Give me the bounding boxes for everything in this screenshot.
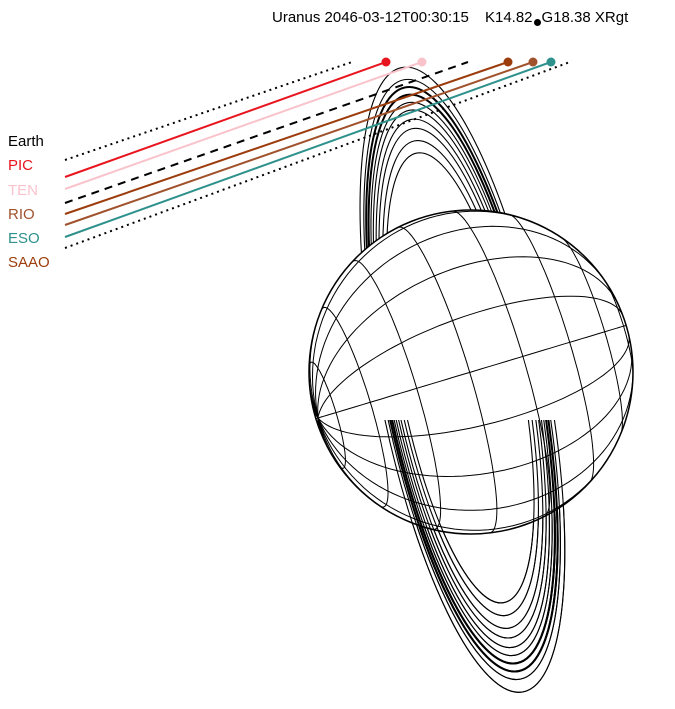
track-endpoint-eso [546,57,556,67]
legend-eso: ESO [8,230,40,248]
track-endpoint-rio [528,57,538,67]
parallel-3 [509,214,595,483]
track-endpoint-pic [381,57,391,67]
ring-front-4 [375,420,547,639]
ring-front-5 [372,420,550,649]
meridian-5 [317,417,619,531]
ring-front-1 [386,420,535,604]
parallel-2 [561,237,623,435]
meridian-16 [315,225,609,419]
meridian-8 [317,417,324,440]
track-pic-2 [64,61,387,178]
event-datetime: 2046-03-12T00:30:15 [324,9,469,26]
legend: Earth PIC TEN RIO ESO SAAO [8,130,50,276]
track-eso-7 [64,61,552,238]
meridian-18 [317,295,624,419]
k-magnitude: K14.82 [484,9,533,26]
legend-ten: TEN [8,181,38,199]
meridian-1 [317,324,627,419]
star-dot-icon [533,19,541,26]
parallel-8 [309,361,346,469]
meridian-13 [309,375,319,419]
parallel-7 [320,306,389,508]
occultation-tracks [64,57,571,249]
track-rio-6 [64,61,534,226]
legend-earth: Earth [8,133,44,150]
ring-front-2 [382,420,539,617]
ring-front-9 [363,420,561,681]
meridian-7 [317,417,335,459]
legend-rio: RIO [8,205,35,223]
legend-pic: PIC [8,157,34,175]
meridian-4 [317,368,633,511]
track-saao-5 [64,61,509,215]
star-id: XRgt [594,9,629,26]
track-ten-3 [64,61,423,190]
meridian-2 [317,333,630,438]
track-endpoint-ten [417,57,427,67]
rings-front [359,420,566,693]
legend-saao: SAAO [8,254,50,272]
meridian-9 [317,417,320,428]
parallel-6 [351,259,442,531]
ring-front-10 [359,420,566,693]
meridian-15 [311,210,558,419]
ring-front-8 [365,420,559,673]
ring-front-7 [367,420,556,665]
parallel-5 [397,226,498,534]
track-endpoint-saao [503,57,513,67]
planet-name: Uranus [272,9,321,26]
parallel-1 [603,279,633,376]
title: Uranus 2046-03-12T00:30:15 K14.82 G18.38 … [272,9,628,26]
planet-globe [308,209,634,693]
g-magnitude: G18.38 [541,9,591,26]
ring-front-6 [370,420,553,657]
track-earth-1 [64,61,353,161]
meridian-6 [317,417,400,518]
meridians [309,210,633,534]
meridian-10 [315,417,319,420]
ring-front-3 [378,420,544,629]
track-earth-4 [64,61,469,204]
